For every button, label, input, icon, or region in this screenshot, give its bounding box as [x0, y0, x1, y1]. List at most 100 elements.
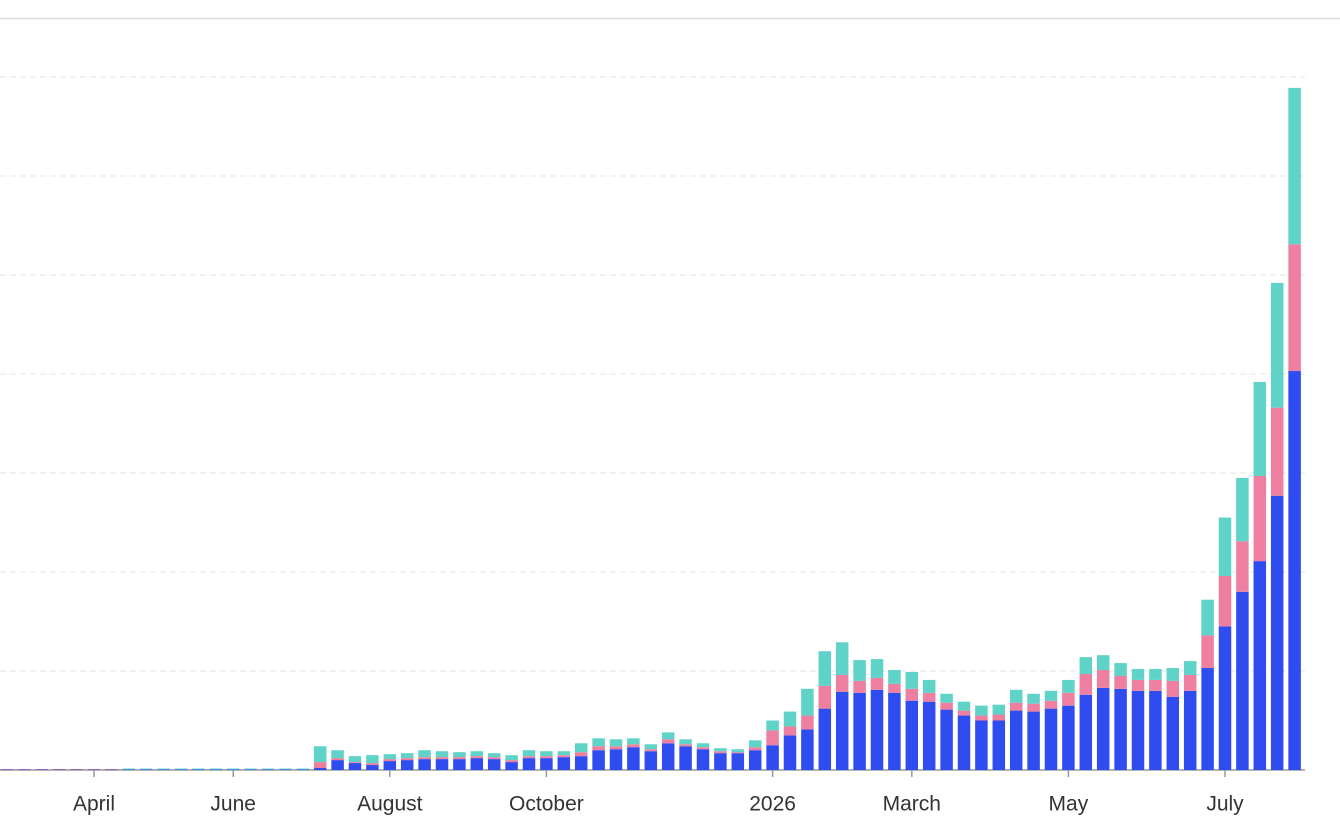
bar-segment — [1236, 477, 1249, 542]
bar-segment — [748, 747, 762, 751]
bar-segment — [992, 714, 1006, 721]
bar-segment — [1096, 687, 1110, 770]
bar-segment — [957, 715, 971, 770]
x-tick-label: March — [883, 793, 941, 816]
bar-segment — [609, 749, 623, 770]
bar-segment — [1166, 696, 1180, 770]
bar-segment — [627, 744, 640, 748]
bar-segment — [157, 768, 170, 770]
bar-segment — [348, 756, 362, 763]
bar-segment — [487, 753, 501, 758]
bar-segment — [661, 743, 675, 770]
bar-segment — [714, 751, 727, 754]
bar-segment — [1044, 690, 1058, 701]
bar-segment — [383, 754, 397, 760]
bar-segment — [313, 746, 327, 763]
bar-segment — [696, 747, 710, 750]
bar-segment — [1149, 669, 1162, 680]
bar-segment — [940, 702, 953, 710]
bar-segment — [1027, 703, 1040, 712]
bar-segment — [888, 692, 901, 770]
bar-segment — [766, 720, 779, 731]
bar-segment — [922, 701, 936, 770]
bar-segment — [905, 700, 919, 770]
bar-segment — [522, 756, 536, 759]
bar-segment — [400, 758, 414, 761]
bar-segment — [1183, 661, 1197, 675]
bar-segment — [313, 768, 327, 770]
bar-segment — [940, 693, 953, 703]
bar-segment — [975, 705, 988, 716]
bar-segment — [1044, 708, 1058, 770]
bar-segment — [1253, 561, 1267, 770]
bar-segment — [853, 660, 866, 681]
bar-segment — [192, 768, 205, 770]
bar-segment — [783, 735, 797, 770]
bar-segment — [853, 680, 866, 693]
bar-segment — [888, 683, 901, 693]
bar-segment — [331, 758, 344, 761]
bar-segment — [1079, 657, 1093, 674]
x-tick-label: October — [509, 793, 584, 816]
bar-segment — [574, 743, 588, 753]
bar-segment — [557, 757, 571, 770]
bar-segment — [592, 750, 605, 770]
bar-segment — [279, 768, 292, 770]
bar-segment — [801, 729, 814, 770]
bar-segment — [1253, 381, 1267, 476]
bar-segment — [470, 758, 484, 770]
bar-segment — [1096, 655, 1110, 671]
bar-segment — [975, 720, 988, 770]
bar-segment — [366, 755, 379, 764]
bar-segment — [1236, 591, 1249, 770]
bar-segment — [940, 709, 953, 770]
bar-segment — [1218, 517, 1232, 576]
bar-segment — [366, 765, 379, 770]
bar-segment — [1149, 679, 1162, 691]
bar-segment — [1183, 674, 1197, 691]
bar-segment — [592, 746, 605, 751]
bar-segment — [609, 739, 623, 747]
bar-segment — [1166, 668, 1180, 681]
x-tick-label: August — [357, 793, 423, 816]
bar-segment — [1201, 635, 1214, 669]
bar-segment — [122, 768, 136, 770]
bar-segment — [1288, 371, 1301, 770]
bar-segment — [1166, 680, 1180, 697]
bar-segment — [1201, 668, 1214, 770]
bar-segment — [1149, 690, 1162, 770]
bar-segment — [400, 753, 414, 759]
bar-segment — [870, 659, 884, 678]
bar-segment — [418, 759, 431, 770]
bar-segment — [731, 753, 745, 770]
bar-segment — [992, 704, 1006, 715]
bar-segment — [1270, 495, 1284, 770]
bar-segment — [574, 756, 588, 770]
bar-segment — [1027, 711, 1040, 770]
bar-segment — [766, 730, 779, 746]
bar-segment — [383, 761, 397, 770]
bar-segment — [679, 739, 692, 745]
bar-segment — [818, 651, 832, 686]
bar-segment — [957, 710, 971, 716]
bar-segment — [1009, 710, 1023, 770]
x-tick-label: June — [210, 793, 256, 816]
bar-segment — [661, 732, 675, 740]
bar-segment — [557, 751, 571, 756]
bar-segment — [766, 745, 779, 770]
bar-segment — [1270, 282, 1284, 408]
bar-segment — [331, 750, 344, 759]
bar-segment — [505, 762, 518, 770]
bar-segment — [644, 744, 658, 750]
bar-segment — [870, 677, 884, 690]
bar-segment — [1131, 690, 1145, 770]
bar-segment — [435, 757, 449, 760]
bar-segment — [818, 685, 832, 709]
bar-segment — [696, 743, 710, 748]
bar-segment — [696, 749, 710, 770]
bar-segment — [731, 752, 745, 754]
bar-segment — [209, 768, 223, 770]
bar-segment — [714, 753, 727, 770]
bar-segment — [835, 691, 849, 770]
bar-segment — [557, 755, 571, 758]
